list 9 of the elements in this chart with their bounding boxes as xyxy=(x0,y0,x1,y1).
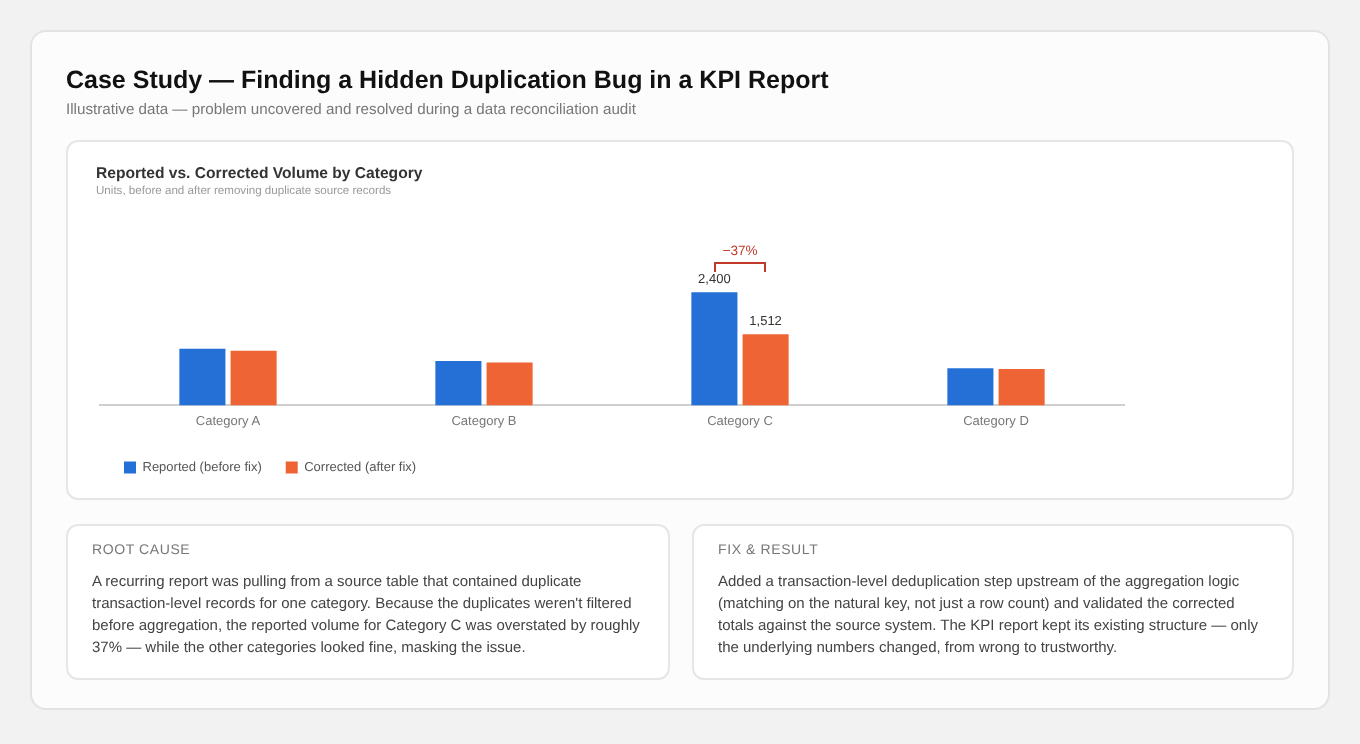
bar xyxy=(947,368,994,406)
bar xyxy=(435,361,482,406)
bar xyxy=(486,362,533,406)
bar xyxy=(691,292,738,406)
bar xyxy=(179,348,226,406)
text: Case Study — Finding a Hidden Duplication Bug in a KPI Report xyxy=(66,66,831,94)
bar xyxy=(998,369,1045,406)
bar xyxy=(230,350,277,406)
bar xyxy=(742,334,789,406)
